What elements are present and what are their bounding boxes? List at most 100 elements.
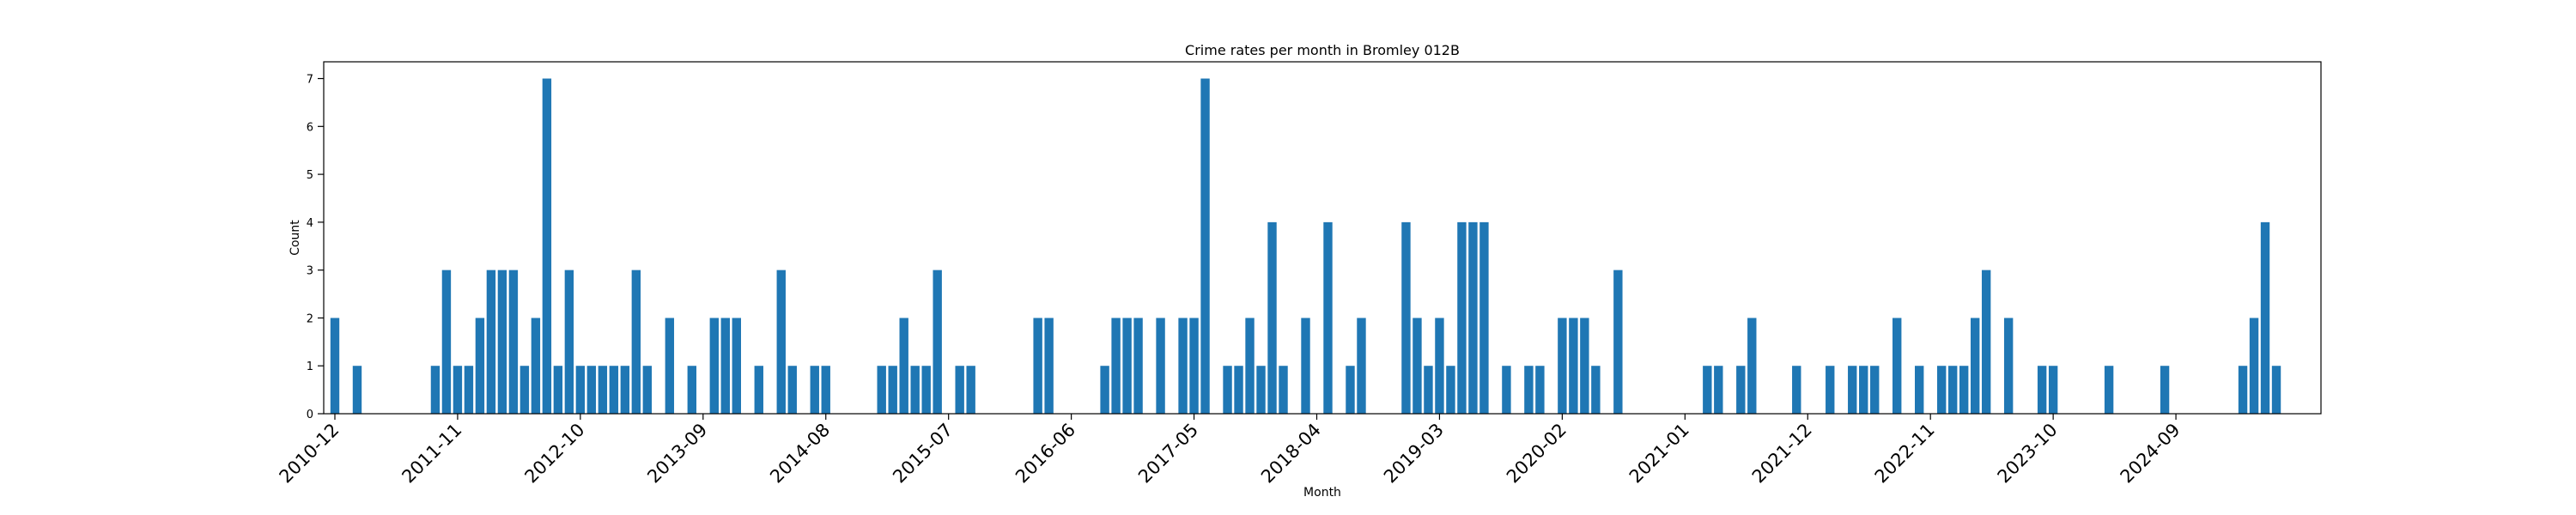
bar-2017-05 xyxy=(1189,318,1199,414)
bar-2012-06 xyxy=(531,318,541,414)
bar-2024-08 xyxy=(2160,366,2170,414)
y-tick-label: 4 xyxy=(307,217,313,230)
bar-2021-03 xyxy=(1703,366,1712,414)
x-axis-label: Month xyxy=(1303,486,1341,500)
bar-2015-06 xyxy=(933,270,942,414)
y-tick-label: 3 xyxy=(307,265,313,278)
bar-2021-07 xyxy=(1747,318,1757,414)
bar-2012-12 xyxy=(598,366,608,414)
bar-2023-04 xyxy=(1981,270,1991,414)
y-tick-label: 6 xyxy=(307,121,313,134)
x-tick-label: 2013-09 xyxy=(643,420,711,488)
y-tick-label: 2 xyxy=(307,312,313,325)
bar-2015-08 xyxy=(955,366,964,414)
bar-2014-08 xyxy=(821,366,830,414)
x-tick-label: 2021-01 xyxy=(1625,420,1693,488)
bar-2014-02 xyxy=(754,366,763,414)
bar-2011-10 xyxy=(441,270,452,414)
y-tick-label: 1 xyxy=(307,360,313,373)
bar-2020-05 xyxy=(1591,366,1601,414)
bar-2022-10 xyxy=(1915,366,1924,414)
bar-2012-10 xyxy=(575,366,586,414)
bar-2019-09 xyxy=(1502,366,1511,414)
y-tick-label: 7 xyxy=(307,74,313,87)
bar-2016-11 xyxy=(1122,318,1132,414)
x-tick-label: 2023-10 xyxy=(1994,420,2062,488)
bar-2012-03 xyxy=(497,270,507,414)
bar-2015-03 xyxy=(899,318,908,414)
x-tick-label: 2016-06 xyxy=(1012,420,1079,488)
bar-2022-05 xyxy=(1859,366,1868,414)
bar-2021-06 xyxy=(1736,366,1746,414)
bar-2019-03 xyxy=(1435,318,1444,414)
bar-2014-04 xyxy=(776,270,786,414)
x-tick-label: 2015-07 xyxy=(889,420,957,488)
bar-2013-10 xyxy=(709,318,720,414)
x-tick-label: 2017-05 xyxy=(1134,420,1202,488)
bar-2013-08 xyxy=(687,366,697,414)
bar-2011-11 xyxy=(453,366,463,414)
bar-2014-07 xyxy=(810,366,819,414)
bar-2017-12 xyxy=(1267,221,1277,414)
bar-2017-08 xyxy=(1223,366,1232,414)
bar-2013-12 xyxy=(732,318,741,414)
bar-2018-01 xyxy=(1279,366,1288,414)
bar-2018-08 xyxy=(1357,318,1366,414)
bar-2012-08 xyxy=(553,366,563,414)
chart-title: Crime rates per month in Bromley 012B xyxy=(1185,42,1460,58)
bar-2015-02 xyxy=(888,366,897,414)
bar-2020-03 xyxy=(1569,318,1578,414)
bar-2011-02 xyxy=(352,366,362,414)
bar-2022-04 xyxy=(1848,366,1857,414)
x-tick-label: 2020-02 xyxy=(1503,420,1571,488)
bar-2012-02 xyxy=(486,270,496,414)
bar-2019-12 xyxy=(1535,366,1545,414)
bar-2021-11 xyxy=(1792,366,1801,414)
bar-2015-05 xyxy=(921,366,931,414)
bar-2018-12 xyxy=(1401,221,1411,414)
bar-2023-10 xyxy=(2048,366,2058,414)
bar-2023-01 xyxy=(1947,366,1958,414)
bar-2019-01 xyxy=(1413,318,1422,414)
bar-2022-06 xyxy=(1870,366,1880,414)
bar-2022-02 xyxy=(1826,366,1835,414)
bar-2013-01 xyxy=(609,366,619,414)
bar-2018-05 xyxy=(1323,221,1333,414)
bar-2010-12 xyxy=(330,318,340,414)
bar-2016-10 xyxy=(1111,318,1121,414)
plot-frame xyxy=(323,61,2322,415)
y-tick-label: 0 xyxy=(307,409,313,421)
bar-2012-04 xyxy=(508,270,519,414)
bar-2016-09 xyxy=(1100,366,1109,414)
x-tick-label: 2014-08 xyxy=(766,420,834,488)
bar-2024-03 xyxy=(2104,366,2114,414)
bar-2011-12 xyxy=(464,366,474,414)
bar-2017-06 xyxy=(1200,78,1210,415)
y-axis: 0 1 2 3 4 5 6 7 xyxy=(307,74,324,421)
bar-2019-06 xyxy=(1468,221,1478,414)
bar-2022-08 xyxy=(1893,318,1902,414)
bar-2023-09 xyxy=(2037,366,2047,414)
bar-2020-07 xyxy=(1613,270,1623,414)
bar-2019-11 xyxy=(1524,366,1534,414)
bar-2012-09 xyxy=(564,270,574,414)
bar-2013-06 xyxy=(665,318,675,414)
bar-2019-05 xyxy=(1457,221,1467,414)
x-tick-label: 2022-11 xyxy=(1871,420,1939,488)
x-tick-label: 2010-12 xyxy=(276,420,343,488)
bar-2013-11 xyxy=(720,318,730,414)
bar-2018-07 xyxy=(1346,366,1355,414)
bar-2020-04 xyxy=(1580,318,1589,414)
bar-2015-04 xyxy=(910,366,920,414)
bar-2017-10 xyxy=(1245,318,1255,414)
bar-2012-05 xyxy=(519,366,530,414)
bar-2021-04 xyxy=(1714,366,1723,414)
bar-2012-07 xyxy=(542,78,552,415)
bars-group xyxy=(330,78,2281,415)
y-tick-label: 5 xyxy=(307,169,313,182)
bar-2014-05 xyxy=(787,366,797,414)
y-axis-label: Count xyxy=(289,220,302,256)
bar-2015-01 xyxy=(877,366,886,414)
bar-2016-03 xyxy=(1033,318,1042,414)
bar-2017-09 xyxy=(1234,366,1243,414)
